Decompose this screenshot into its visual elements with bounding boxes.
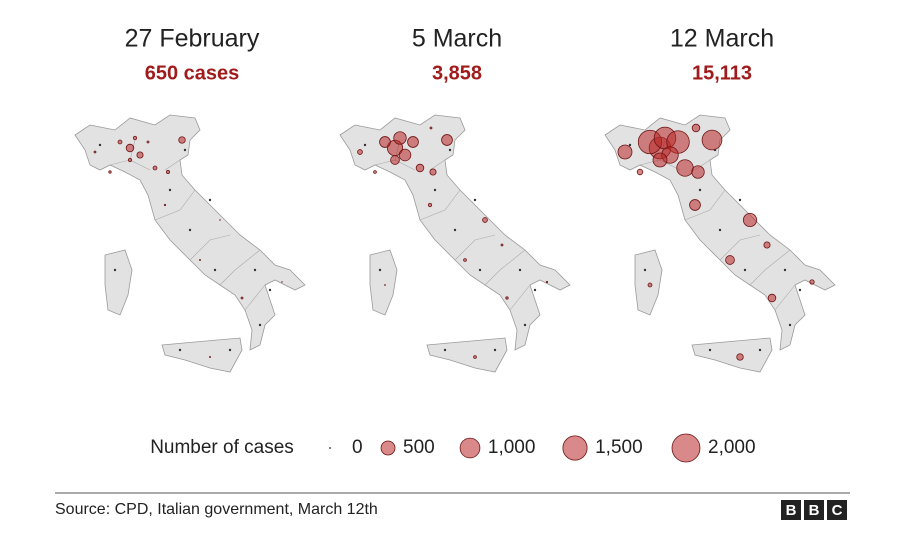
case-bubble xyxy=(742,212,758,228)
case-bubble xyxy=(441,134,453,146)
logo-letter: C xyxy=(832,502,843,519)
legend-label: 1,500 xyxy=(595,437,643,458)
map xyxy=(604,114,836,373)
case-bubble xyxy=(117,139,123,145)
case-bubble xyxy=(393,131,407,145)
panel-subtitle: 650 cases xyxy=(145,62,240,84)
case-bubble xyxy=(209,356,211,358)
logo-letter: B xyxy=(786,502,797,519)
legend-label: 1,000 xyxy=(488,437,536,458)
case-bubble xyxy=(652,152,668,168)
case-bubble xyxy=(108,170,112,174)
case-bubble xyxy=(505,296,509,300)
case-bubble xyxy=(127,157,133,163)
source: Source: CPD, Italian government, March 1… xyxy=(55,501,378,518)
italy-shape xyxy=(74,114,306,373)
case-bubble xyxy=(152,165,158,171)
legend-bubble xyxy=(459,437,481,459)
case-bubble xyxy=(473,355,477,359)
case-bubble xyxy=(384,284,386,286)
panel-subtitle: 15,113 xyxy=(692,62,752,84)
case-bubble xyxy=(763,241,771,249)
case-bubble xyxy=(500,243,504,247)
case-bubble xyxy=(636,168,644,176)
logo-letter: B xyxy=(809,502,820,519)
panel-subtitle: 3,858 xyxy=(432,62,482,84)
map xyxy=(74,114,306,373)
case-bubble xyxy=(676,159,694,177)
case-bubble xyxy=(407,136,419,148)
case-bubble xyxy=(415,163,425,173)
case-bubble xyxy=(357,149,363,155)
case-bubble xyxy=(132,135,138,141)
case-bubble xyxy=(647,282,653,288)
case-bubble xyxy=(281,281,283,283)
legend-bubble xyxy=(562,435,588,461)
case-bubble xyxy=(136,151,144,159)
case-bubble xyxy=(199,259,201,261)
legend-bubble xyxy=(671,433,701,463)
map xyxy=(339,114,571,373)
legend-label: 500 xyxy=(403,437,435,458)
legend-label: 2,000 xyxy=(708,437,756,458)
legend-bubble xyxy=(329,447,331,449)
legend-title: Number of cases xyxy=(150,437,294,458)
logo-box xyxy=(804,500,824,520)
case-bubble xyxy=(545,280,549,284)
case-bubble xyxy=(482,217,488,223)
italy-shape xyxy=(339,114,571,373)
case-bubble xyxy=(691,123,701,133)
panel-title: 27 February xyxy=(125,25,260,53)
case-bubble xyxy=(463,258,467,262)
legend-bubble xyxy=(380,440,396,456)
case-bubble xyxy=(178,136,186,144)
case-bubble xyxy=(398,148,412,162)
case-bubble xyxy=(390,155,400,165)
case-bubble xyxy=(166,170,170,174)
case-bubble xyxy=(163,203,167,207)
case-bubble xyxy=(725,255,735,265)
case-bubble xyxy=(701,129,723,151)
case-bubble xyxy=(691,165,705,179)
legend-label: 0 xyxy=(352,437,363,458)
case-bubble xyxy=(93,150,97,154)
panel-title: 12 March xyxy=(670,25,774,53)
case-bubble xyxy=(240,296,244,300)
case-bubble xyxy=(379,136,391,148)
case-bubble xyxy=(429,126,433,130)
logo-box xyxy=(781,500,801,520)
legend: Number of cases 0 500 1,000 1,500 2,000 xyxy=(150,433,756,463)
case-bubble xyxy=(125,143,135,153)
case-bubble xyxy=(427,202,433,208)
case-bubble xyxy=(767,293,777,303)
case-bubble xyxy=(219,219,221,221)
case-bubble xyxy=(809,279,815,285)
case-bubble xyxy=(373,170,377,174)
case-bubble xyxy=(146,140,150,144)
logo-box xyxy=(827,500,847,520)
case-bubble xyxy=(689,199,701,211)
italy-shape xyxy=(604,114,836,373)
case-bubble xyxy=(429,168,437,176)
panel-title: 5 March xyxy=(412,25,502,53)
panels: 27 February 650 cases 5 March 3,858 12 March… xyxy=(74,25,836,373)
case-bubble xyxy=(617,144,633,160)
case-bubble xyxy=(736,353,744,361)
